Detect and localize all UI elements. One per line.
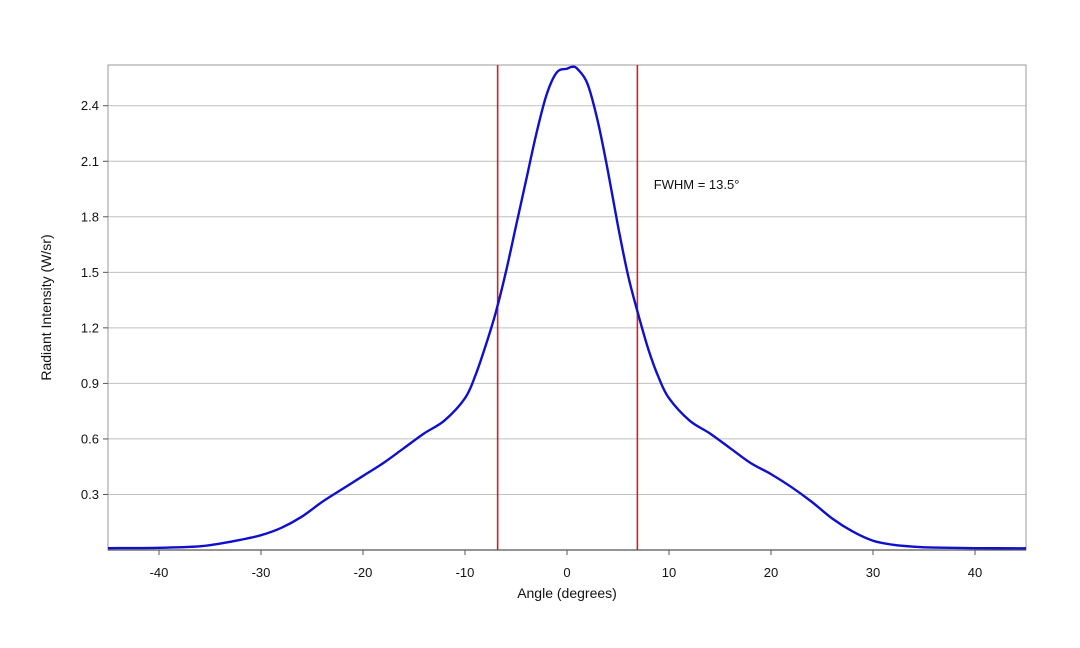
- y-tick-label-2.4: 2.4: [81, 98, 99, 113]
- y-tick-label-1.5: 1.5: [81, 265, 99, 280]
- fwhm-annotation: FWHM = 13.5°: [654, 177, 740, 192]
- fwhm-lines: [496, 65, 639, 550]
- y-tick-label-2.1: 2.1: [81, 154, 99, 169]
- y-tick-label-1.2: 1.2: [81, 320, 99, 335]
- y-tick-label-0.9: 0.9: [81, 376, 99, 391]
- gridlines: [108, 105, 1026, 495]
- y-tick-label-1.8: 1.8: [81, 209, 99, 224]
- x-tick-label-30: 30: [866, 565, 880, 580]
- x-tick-labels: -40 -30 -20 -10 0 10 20 30 40: [150, 550, 982, 580]
- x-tick-label-0: 0: [563, 565, 570, 580]
- y-tick-label-0.3: 0.3: [81, 487, 99, 502]
- x-tick-label--10: -10: [456, 565, 475, 580]
- x-tick-label-40: 40: [968, 565, 982, 580]
- series-line-0: [107, 65, 1027, 550]
- plot-frame: [107, 64, 1027, 551]
- y-axis-title: Radiant Intensity (W/sr): [38, 234, 54, 380]
- y-tick-labels: 0.3 0.6 0.9 1.2 1.5 1.8 2.1 2.4: [81, 98, 108, 502]
- x-tick-label--20: -20: [354, 565, 373, 580]
- x-tick-label-20: 20: [764, 565, 778, 580]
- x-tick-label--30: -30: [252, 565, 271, 580]
- series-layer: [107, 65, 1027, 550]
- y-tick-label-0.6: 0.6: [81, 431, 99, 446]
- x-tick-label-10: 10: [662, 565, 676, 580]
- x-tick-label--40: -40: [150, 565, 169, 580]
- x-axis-title: Angle (degrees): [517, 585, 617, 601]
